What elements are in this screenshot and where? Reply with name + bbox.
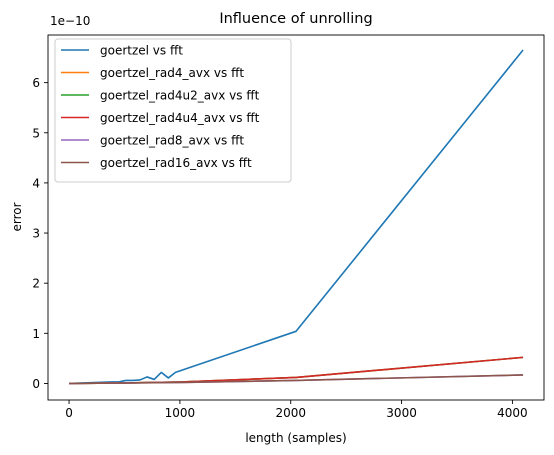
legend-label-4: goertzel_rad8_avx vs fft [100, 134, 244, 148]
y-tick-label: 3 [32, 227, 40, 241]
series-line-0 [69, 49, 524, 385]
legend-label-0: goertzel vs fft [100, 44, 183, 58]
x-tick-label: 2000 [275, 406, 306, 420]
legend-label-1: goertzel_rad4_avx vs fft [100, 66, 244, 80]
y-tick-label: 6 [32, 76, 40, 90]
axes-frame [47, 34, 545, 401]
x-tick-label: 3000 [386, 406, 417, 420]
y-tick-label: 2 [32, 277, 40, 291]
tick-group: 0 1000 2000 3000 4000 0 1 2 3 4 5 6 [32, 76, 527, 420]
legend-label-5: goertzel_rad16_avx vs fft [100, 156, 252, 170]
y-tick-label: 1 [32, 327, 40, 341]
plot-area [69, 49, 524, 385]
series-line-5 [69, 374, 524, 385]
chart-title: Influence of unrolling [219, 11, 372, 27]
legend-box [54, 38, 292, 183]
y-tick-label: 5 [32, 126, 40, 140]
legend-label-3: goertzel_rad4u4_avx vs fft [100, 111, 260, 125]
y-axis-label: error [10, 202, 24, 231]
x-tick-label: 0 [65, 406, 73, 420]
x-axis-label: length (samples) [245, 431, 346, 445]
legend: goertzel vs fft goertzel_rad4_avx vs fft g… [54, 38, 292, 183]
y-offset-text: 1e−10 [50, 14, 90, 28]
y-tick-label: 4 [32, 176, 40, 190]
legend-label-2: goertzel_rad4u2_avx vs fft [100, 89, 260, 103]
x-tick-label: 1000 [165, 406, 196, 420]
y-tick-label: 0 [32, 377, 40, 391]
x-tick-label: 4000 [497, 406, 528, 420]
